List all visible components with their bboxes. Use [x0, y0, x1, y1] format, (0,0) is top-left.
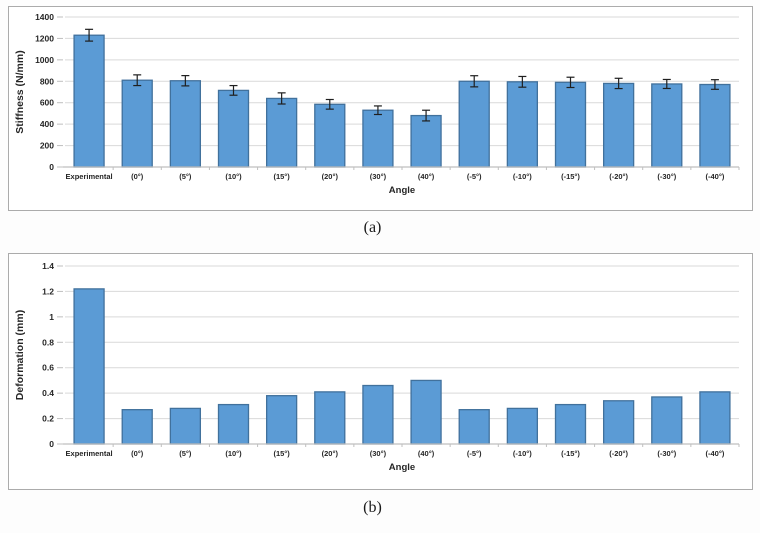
bar — [265, 97, 298, 168]
y-tick-label: 1 — [49, 312, 54, 322]
x-category-label: (20°) — [322, 172, 339, 181]
y-tick-label: 200 — [40, 141, 54, 151]
bar — [217, 403, 250, 445]
bar — [265, 395, 298, 445]
y-tick-label: 1400 — [35, 12, 54, 22]
bar — [410, 114, 442, 168]
x-category-label: (-15°) — [561, 172, 580, 181]
x-category-label: (-20°) — [609, 449, 628, 458]
x-category-label: (40°) — [418, 172, 435, 181]
x-category-label: (-30°) — [657, 172, 676, 181]
x-category-label: (-10°) — [513, 449, 532, 458]
x-category-label: (-40°) — [706, 172, 725, 181]
x-axis-title: Angle — [389, 462, 415, 473]
y-tick-label: 1200 — [35, 33, 54, 43]
y-tick-label: 0 — [49, 162, 54, 172]
bar — [217, 89, 250, 168]
caption-a: (a) — [363, 219, 382, 236]
y-tick-label: 0.8 — [42, 337, 54, 347]
bar — [169, 80, 202, 168]
y-axis-title: Deformation (mm) — [14, 310, 26, 400]
x-category-label: (15°) — [273, 449, 290, 458]
bar — [458, 409, 490, 445]
x-category-label: (0°) — [131, 449, 144, 458]
x-category-label: Experimental — [66, 172, 113, 181]
x-category-label: (30°) — [370, 449, 387, 458]
x-category-label: (-20°) — [609, 172, 628, 181]
x-axis-title: Angle — [389, 185, 415, 196]
bar — [602, 400, 635, 445]
x-category-label: (10°) — [225, 449, 242, 458]
bar — [314, 391, 346, 445]
y-tick-label: 1.2 — [42, 286, 54, 296]
x-category-label: (30°) — [370, 172, 387, 181]
x-category-label: (-15°) — [561, 449, 580, 458]
y-tick-label: 600 — [40, 98, 54, 108]
x-category-label: (5°) — [179, 449, 192, 458]
bar — [73, 34, 105, 168]
bar — [699, 83, 731, 168]
bar — [651, 83, 683, 168]
y-tick-label: 0.4 — [42, 388, 54, 398]
caption-b: (b) — [363, 499, 382, 516]
bar — [121, 409, 153, 445]
bar — [121, 79, 153, 168]
bar — [362, 384, 394, 445]
bar — [602, 82, 635, 168]
bar — [554, 81, 587, 168]
x-category-label: (-5°) — [467, 449, 482, 458]
x-category-label: (15°) — [273, 172, 290, 181]
y-tick-label: 800 — [40, 76, 54, 86]
bar — [169, 407, 202, 445]
deformation-bar-chart: 0 0.2 0.4 0.6 0.8 1 1.2 1.4 Experimental (0°) (5°)… — [14, 261, 740, 473]
bar — [506, 81, 539, 168]
bar — [651, 396, 683, 445]
x-category-label: (10°) — [225, 172, 242, 181]
y-tick-label: 400 — [40, 119, 54, 129]
x-category-label: (5°) — [179, 172, 192, 181]
bar — [554, 403, 587, 445]
stiffness-bar-chart: 0 200 400 600 800 1000 1200 1400 Experimental (0°… — [14, 12, 740, 196]
x-category-label: (-30°) — [657, 449, 676, 458]
bar — [458, 80, 490, 168]
bar — [506, 407, 539, 445]
bar — [362, 109, 394, 168]
x-category-label: (-10°) — [513, 172, 532, 181]
bar — [314, 103, 346, 168]
bar — [73, 288, 105, 445]
x-category-label: (40°) — [418, 449, 435, 458]
y-tick-label: 1.4 — [42, 261, 54, 271]
y-axis-title: Stiffness (N/mm) — [14, 50, 26, 133]
stiffness-chart-panel: 0 200 400 600 800 1000 1200 1400 Experimental (0°… — [8, 6, 753, 211]
bar — [410, 379, 442, 445]
x-category-label: (-40°) — [706, 449, 725, 458]
y-tick-label: 0.2 — [42, 414, 54, 424]
y-tick-label: 1000 — [35, 55, 54, 65]
y-tick-label: 0.6 — [42, 363, 54, 373]
x-category-label: (-5°) — [467, 172, 482, 181]
deformation-chart-panel: 0 0.2 0.4 0.6 0.8 1 1.2 1.4 Experimental (0°) (5°)… — [8, 253, 753, 490]
x-category-label: (20°) — [322, 449, 339, 458]
y-tick-label: 0 — [49, 439, 54, 449]
x-category-label: Experimental — [66, 449, 113, 458]
x-category-label: (0°) — [131, 172, 144, 181]
bar — [699, 391, 731, 445]
